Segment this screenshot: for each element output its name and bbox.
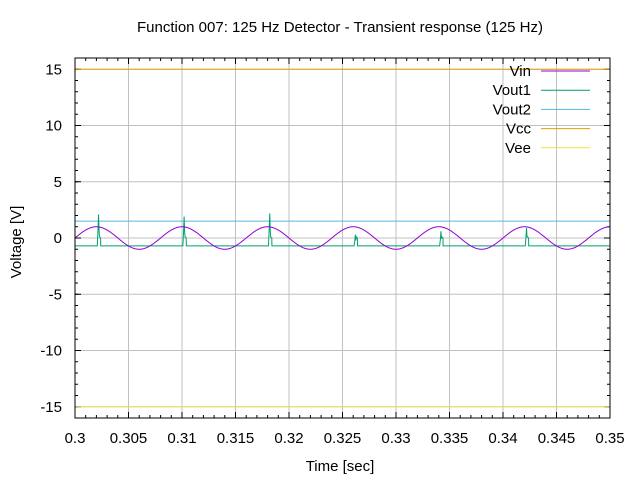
x-tick-label: 0.31 [167,430,196,447]
series-layer [74,68,611,408]
legend-label-vee: Vee [505,140,531,157]
legend-label-vcc: Vcc [506,121,532,138]
y-tick-label: 5 [54,174,62,191]
plot-frame [74,57,611,419]
x-tick-label: 0.315 [217,430,255,447]
tick-labels: 0.3 0.305 0.31 0.315 0.32 0.325 0.33 0.335 0.34 0… [40,61,624,447]
x-tick-label: 0.35 [595,430,624,447]
y-tick-label: -5 [49,286,62,303]
x-tick-label: 0.305 [110,430,148,447]
series-line-vin [74,226,611,250]
legend-label-vin: Vin [510,63,531,80]
y-tick-label: 10 [45,118,62,135]
y-tick-label: 15 [45,61,62,78]
y-tick-label: -15 [40,399,62,416]
legend: Vin Vout1 Vout2 Vcc Vee [493,63,590,157]
x-tick-label: 0.34 [488,430,517,447]
x-tick-label: 0.32 [274,430,303,447]
x-tick-label: 0.335 [431,430,469,447]
x-axis-label: Time [sec] [306,458,375,475]
y-axis-label: Voltage [V] [8,206,25,279]
x-tick-label: 0.325 [324,430,362,447]
chart-title: Function 007: 125 Hz Detector - Transien… [137,19,543,36]
series-line-vout1 [75,213,610,247]
x-tick-label: 0.33 [381,430,410,447]
legend-label-vout1: Vout1 [493,82,531,99]
x-tick-label: 0.3 [65,430,86,447]
x-tick-label: 0.345 [538,430,576,447]
y-tick-label: -10 [40,343,62,360]
legend-label-vout2: Vout2 [493,101,531,118]
grid [75,58,610,418]
y-tick-label: 0 [54,230,62,247]
